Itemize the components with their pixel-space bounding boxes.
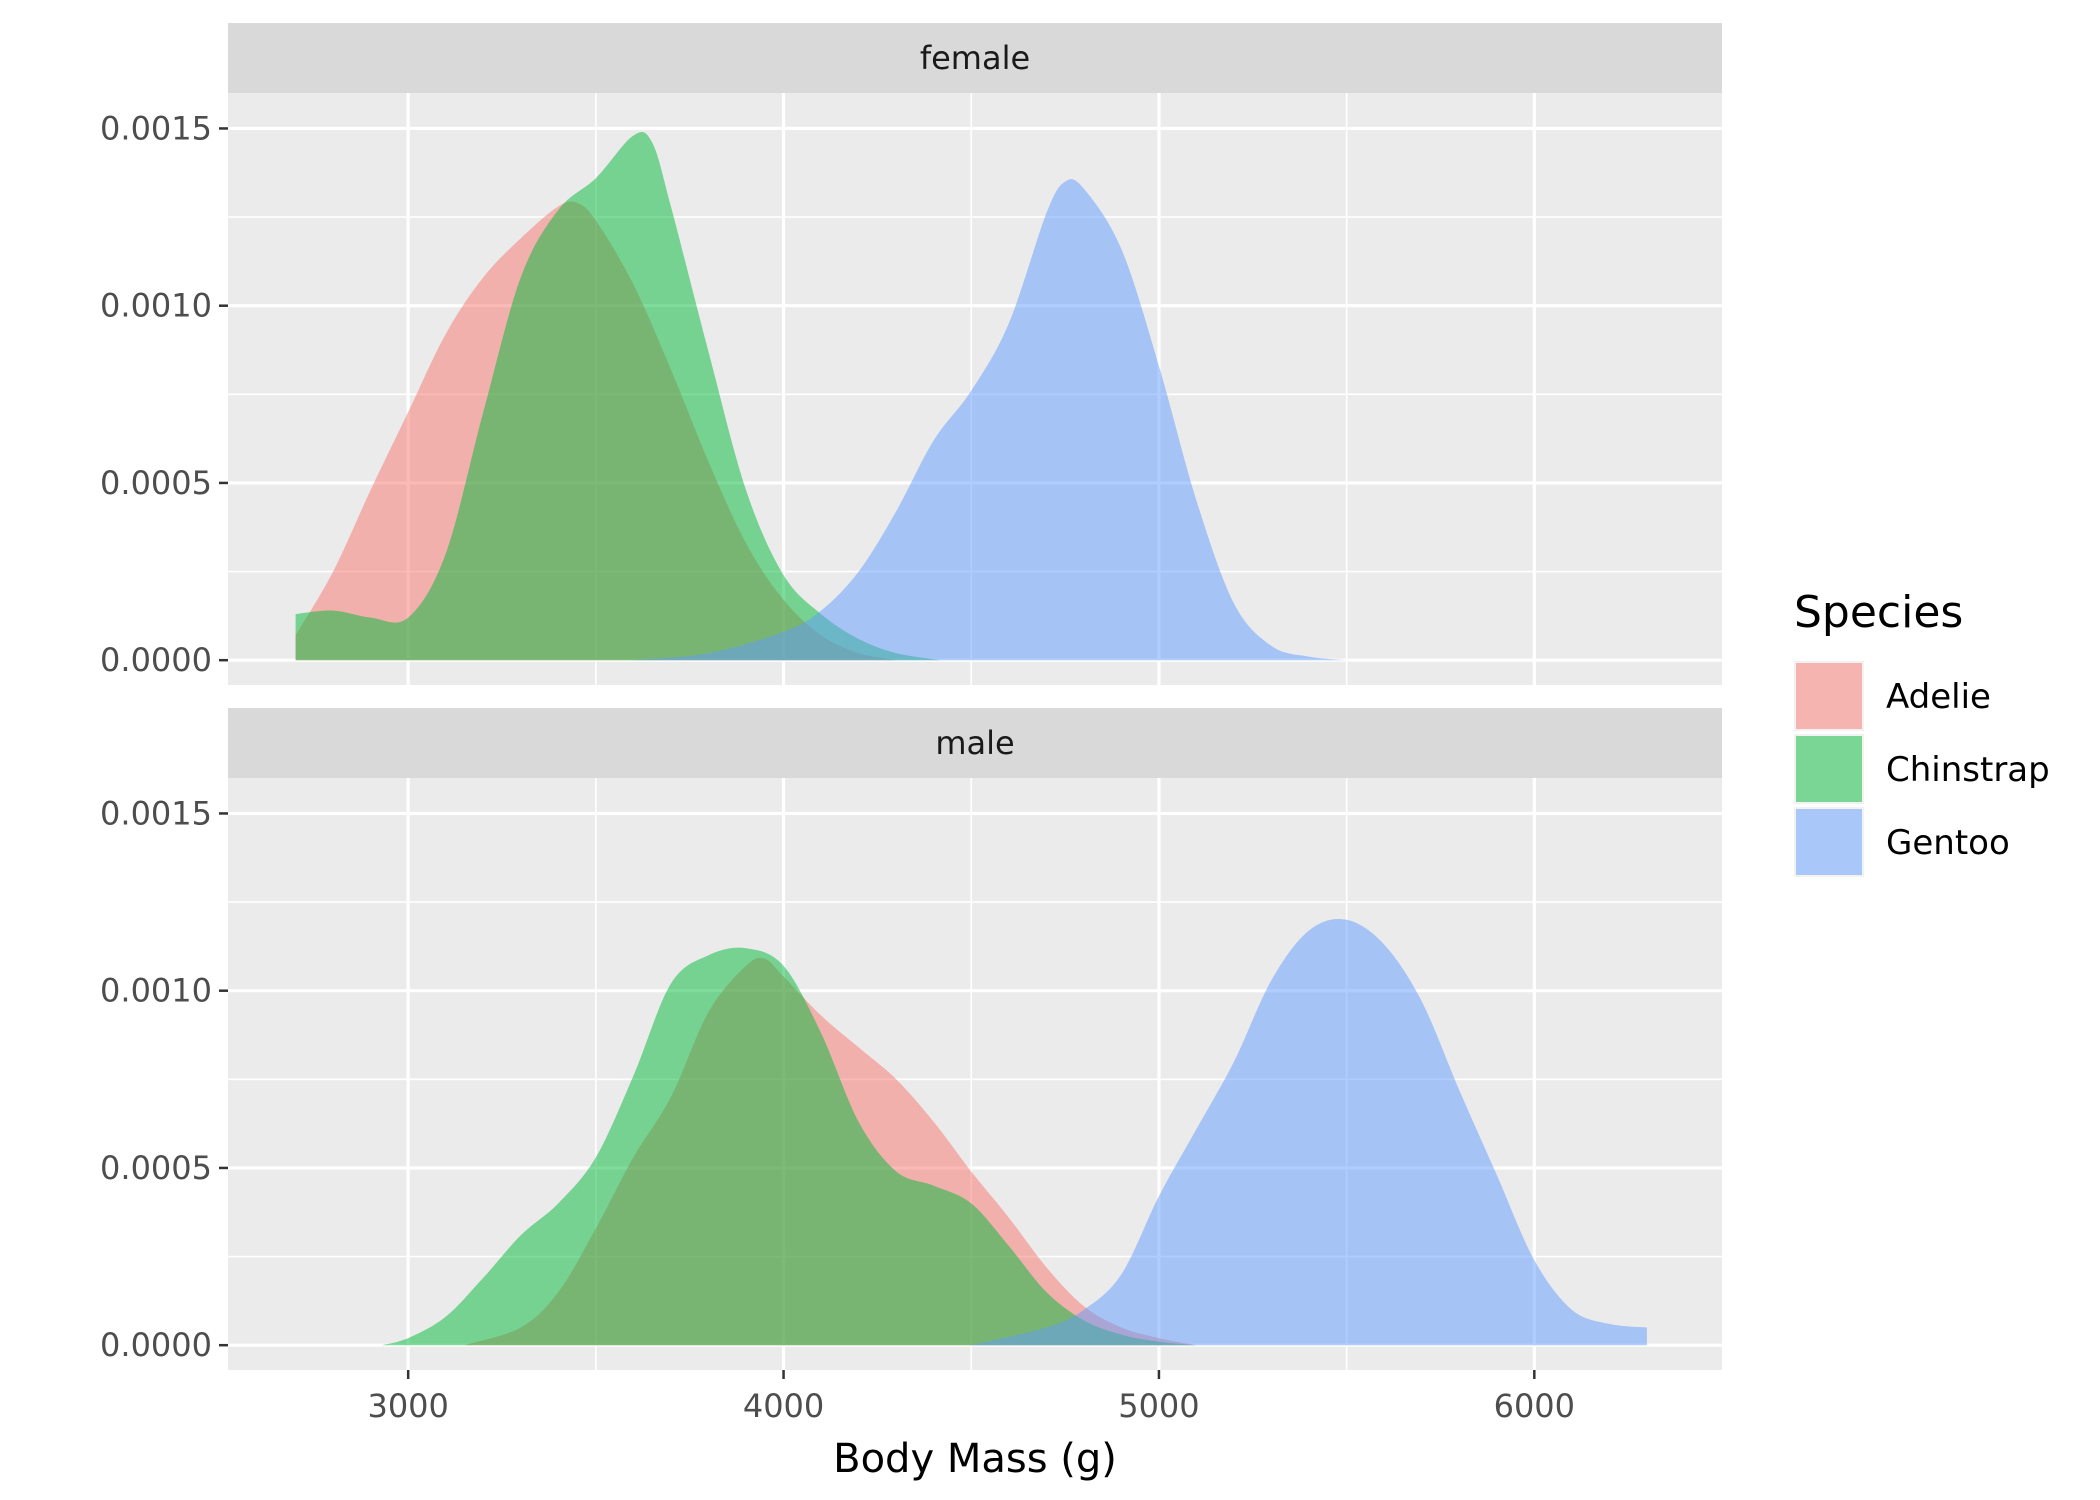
x-tick-label: 4000 — [743, 1387, 824, 1425]
facet-female: female 0.0000 0.0005 0.0010 0.0015 — [100, 23, 1722, 685]
legend-label-gentoo: Gentoo — [1886, 823, 2010, 863]
y-tick-label: 0.0005 — [100, 1149, 212, 1187]
legend-items: Adelie Chinstrap Gentoo — [1794, 661, 2050, 877]
x-tick-label: 3000 — [367, 1387, 448, 1425]
facet-strip-label: male — [935, 724, 1014, 762]
legend: Species Adelie Chinstrap Gentoo — [1794, 587, 2050, 877]
density-area-gentoo — [971, 919, 1647, 1346]
density-area-chinstrap — [295, 132, 942, 661]
y-tick-label: 0.0015 — [100, 794, 212, 832]
density-areas — [381, 919, 1647, 1346]
y-tick-label: 0.0015 — [100, 109, 212, 147]
x-tick-label: 6000 — [1494, 1387, 1575, 1425]
y-axis: 0.0000 0.0005 0.0010 0.0015 — [100, 794, 228, 1364]
facet-strip — [228, 23, 1722, 93]
legend-swatch-gentoo — [1796, 809, 1862, 875]
y-axis: 0.0000 0.0005 0.0010 0.0015 — [100, 109, 228, 679]
x-tick-label: 5000 — [1118, 1387, 1199, 1425]
density-area-gentoo — [633, 179, 1347, 661]
y-tick-label: 0.0000 — [100, 1326, 212, 1364]
x-axis: 3000 4000 5000 6000 — [367, 1370, 1575, 1425]
facet-strip-label: female — [920, 39, 1030, 77]
x-axis-title: Body Mass (g) — [833, 1436, 1117, 1482]
legend-label-adelie: Adelie — [1886, 677, 1991, 717]
density-areas — [295, 132, 1347, 661]
y-tick-label: 0.0005 — [100, 464, 212, 502]
y-tick-label: 0.0000 — [100, 641, 212, 679]
legend-swatch-adelie — [1796, 663, 1862, 729]
legend-title: Species — [1794, 587, 1963, 638]
facet-panels: female 0.0000 0.0005 0.0010 0.0015 male 0.0000… — [100, 23, 1722, 1370]
y-tick-label: 0.0010 — [100, 287, 212, 325]
density-area-chinstrap — [381, 947, 1197, 1346]
legend-swatch-chinstrap — [1796, 736, 1862, 802]
legend-label-chinstrap: Chinstrap — [1886, 750, 2050, 790]
facet-male: male 0.0000 0.0005 0.0010 0.0015 — [100, 708, 1722, 1370]
facet-strip — [228, 708, 1722, 778]
y-tick-label: 0.0010 — [100, 972, 212, 1010]
